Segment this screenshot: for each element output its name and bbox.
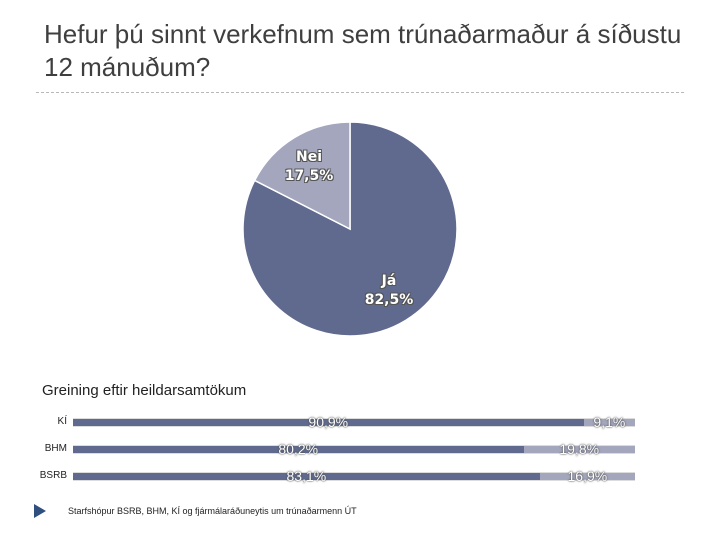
pie-label-ja-value: 82,5% (364, 292, 414, 308)
footnote: Starfshópur BSRB, BHM, KÍ og fjármálaráð… (68, 506, 357, 516)
bar-segment (73, 446, 524, 453)
bar-segment (73, 473, 541, 480)
bar-segment (540, 473, 635, 480)
pie-label-ja-name: Já (381, 273, 397, 289)
pie-slice-nei (253, 121, 351, 231)
pie-label-nei-value: 17,5% (284, 168, 334, 184)
page-title: Hefur þú sinnt verkefnum sem trúnaðarmað… (44, 19, 682, 82)
pie-label-nei-name: Nei (295, 149, 322, 165)
pie-label-ja: Já 82,5% (354, 272, 424, 310)
bar-value-label: 19,8% (559, 441, 600, 457)
bar-segment (73, 419, 584, 426)
bar-value-label: 80,2% (278, 441, 319, 457)
bar-value-label: 9,1% (593, 414, 626, 430)
bar-category-label: BHM (44, 443, 67, 454)
bar-value-label: 16,9% (567, 468, 608, 484)
bullet-arrow-icon (34, 504, 46, 518)
bar-segment (523, 446, 635, 453)
bar-value-label: 83,1% (286, 468, 327, 484)
pie-label-nei: Nei 17,5% (276, 148, 342, 186)
bar-segment (583, 419, 635, 426)
bar-category-label: BSRB (39, 470, 67, 481)
bar-chart-subtitle: Greining eftir heildarsamtökum (42, 382, 247, 399)
bar-category-label: KÍ (57, 416, 67, 427)
bar-value-label: 90,9% (308, 414, 349, 430)
title-divider (36, 92, 684, 93)
pie-slice-ja (242, 121, 458, 337)
